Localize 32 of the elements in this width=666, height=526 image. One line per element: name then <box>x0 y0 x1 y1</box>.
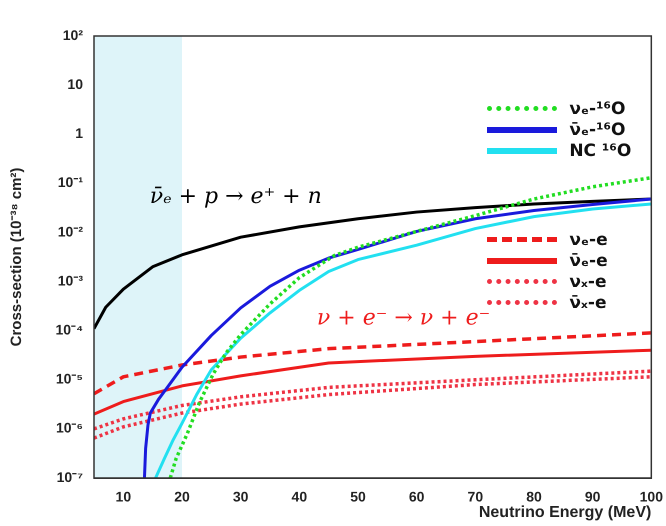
annotation: ν + e⁻ → ν + e⁻ <box>316 306 490 331</box>
legend-label: NC ¹⁶O <box>569 140 632 160</box>
legend-label: νₑ-¹⁶O <box>569 98 626 118</box>
x-tick-label: 90 <box>584 488 601 504</box>
legend-label: νₓ-e <box>569 272 606 292</box>
x-tick-label: 50 <box>350 488 366 504</box>
line-series <box>94 331 652 396</box>
x-tick-label: 60 <box>408 488 425 504</box>
legend-label: νₑ-e <box>569 230 608 250</box>
x-tick-label: 20 <box>174 488 190 504</box>
y-tick-label: 10⁻⁷ <box>56 468 84 485</box>
y-tick-label: 10⁻⁵ <box>56 370 83 387</box>
y-tick-label: 10⁻⁴ <box>56 322 84 338</box>
y-tick-label: 10² <box>62 26 84 43</box>
y-tick-label: 10⁻² <box>58 223 84 240</box>
x-tick-label: 70 <box>468 488 484 504</box>
legend-label: ν̄ₓ-e <box>569 292 606 312</box>
x-tick-label: 80 <box>526 488 542 504</box>
y-tick-label: 1 <box>75 125 84 142</box>
legend-label: ν̄ₑ-¹⁶O <box>569 120 626 140</box>
x-tick-label: 30 <box>232 488 249 504</box>
x-tick-label: 100 <box>640 488 664 504</box>
y-tick-label: 10⁻⁶ <box>56 420 83 436</box>
x-tick-label: 40 <box>292 488 308 504</box>
x-tick-label: 10 <box>116 488 132 504</box>
legend-label: ν̄ₑ-e <box>569 250 608 270</box>
y-tick-label: 10⁻¹ <box>58 174 84 190</box>
x-axis-title: Neutrino Energy (MeV) <box>478 504 652 521</box>
annotation: ν̄ₑ + p → e⁺ + n <box>150 184 322 210</box>
y-axis-title: Cross-section (10⁻³⁸ cm²) <box>8 168 26 346</box>
y-tick-label: 10 <box>67 76 84 92</box>
y-tick-label: 10⁻³ <box>58 272 84 288</box>
